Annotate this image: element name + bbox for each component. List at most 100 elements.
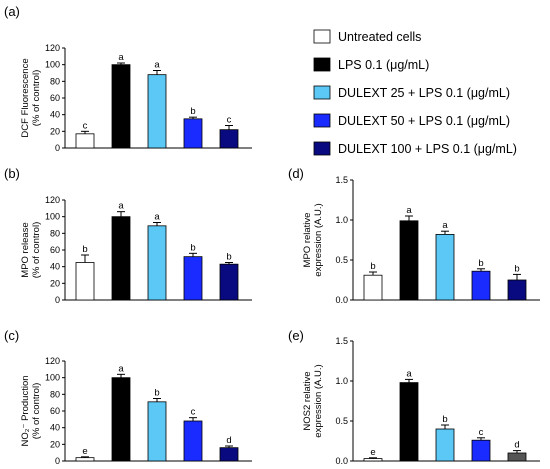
significance-letter: d — [514, 440, 519, 451]
y-tick-label: 40 — [50, 262, 60, 272]
significance-letter: b — [154, 388, 159, 399]
y-tick-label: 40 — [50, 423, 60, 433]
y-tick-label: 20 — [50, 126, 60, 136]
legend-label: DULEXT 100 + LPS 0.1 (μg/mL) — [338, 142, 517, 156]
y-axis-label: (% of control) — [31, 222, 42, 279]
y-axis-label: NO₂⁻ Production — [20, 375, 31, 446]
panel-label: (e) — [288, 328, 304, 343]
y-axis-label: NOS2 relative — [302, 371, 313, 430]
bar — [183, 420, 203, 462]
significance-letter: a — [118, 52, 124, 63]
bar — [471, 439, 491, 462]
y-axis-label: (% of control) — [31, 70, 42, 127]
bar — [435, 428, 455, 462]
significance-letter: b — [442, 414, 447, 425]
y-tick-label: 100 — [45, 373, 60, 383]
bar — [147, 74, 167, 149]
bar — [471, 270, 491, 301]
chart-panel-d: (d) 0.0 0.5 1.0 1.5 MPO relative expression (A… — [288, 166, 540, 305]
y-axis-label: (% of control) — [31, 383, 42, 440]
significance-letter: e — [82, 446, 87, 457]
y-tick-label: 80 — [50, 389, 60, 399]
significance-letter: b — [82, 244, 87, 255]
significance-letter: b — [190, 242, 195, 253]
bar — [75, 262, 95, 301]
bar — [111, 377, 131, 462]
chart-panel-c: (c) 0 20 40 60 80 100 120 NO₂⁻ Production (% of c… — [4, 328, 252, 466]
significance-letter: b — [478, 258, 483, 269]
legend-swatch — [313, 85, 331, 100]
legend-swatch — [313, 113, 331, 128]
y-tick-label: 100 — [45, 60, 60, 70]
legend-label: LPS 0.1 (μg/mL) — [338, 58, 429, 72]
chart-panel-e: (e) 0.0 0.5 1.0 1.5 NOS2 relative expression (… — [288, 328, 540, 466]
bar — [507, 279, 527, 301]
bar — [147, 401, 167, 462]
significance-letter: c — [191, 407, 196, 418]
y-tick-label: 80 — [50, 76, 60, 86]
bar — [183, 118, 203, 149]
y-tick-label: 0.0 — [335, 295, 348, 305]
significance-letter: a — [442, 220, 448, 231]
y-tick-label: 1.5 — [335, 336, 348, 346]
significance-letter: b — [370, 261, 375, 272]
bar — [111, 216, 131, 301]
y-tick-label: 0 — [55, 143, 60, 153]
legend-swatch — [313, 29, 331, 44]
y-tick-label: 1.0 — [335, 215, 348, 225]
y-axis-label: MPO release — [20, 222, 31, 277]
y-axis-label: expression (A.U.) — [313, 203, 324, 276]
panel-label: (d) — [288, 166, 304, 181]
significance-letter: a — [154, 212, 160, 223]
bar — [111, 64, 131, 149]
y-tick-label: 60 — [50, 245, 60, 255]
y-tick-label: 0.5 — [335, 416, 348, 426]
significance-letter: e — [370, 447, 375, 458]
y-tick-label: 120 — [45, 195, 60, 205]
legend-label: DULEXT 25 + LPS 0.1 (μg/mL) — [338, 86, 510, 100]
bar — [399, 220, 419, 301]
significance-letter: c — [479, 427, 484, 438]
bar — [399, 382, 419, 462]
significance-letter: c — [83, 120, 88, 131]
bar — [147, 225, 167, 301]
panel-label: (c) — [4, 328, 19, 343]
significance-letter: b — [190, 106, 195, 117]
significance-letter: a — [154, 60, 160, 71]
significance-letter: a — [118, 363, 124, 374]
chart-panel-b: (b) 0 20 40 60 80 100 120 MPO release (% of contr… — [4, 166, 252, 305]
bar — [219, 447, 239, 462]
bar — [183, 256, 203, 301]
y-tick-label: 0 — [55, 456, 60, 466]
y-tick-label: 60 — [50, 93, 60, 103]
chart-panel-a: (a) 0 20 40 60 80 100 120 DCF Fluorescence (% of … — [4, 4, 252, 153]
bar — [507, 452, 527, 462]
significance-letter: a — [406, 368, 412, 379]
y-axis-label: MPO relative — [302, 213, 313, 268]
bar — [363, 458, 383, 462]
legend-swatch — [313, 57, 331, 72]
bar — [363, 274, 383, 301]
y-tick-label: 80 — [50, 228, 60, 238]
bar — [75, 133, 95, 149]
y-tick-label: 0.0 — [335, 456, 348, 466]
bar — [219, 129, 239, 149]
legend-label: Untreated cells — [338, 30, 421, 44]
y-tick-label: 0.5 — [335, 255, 348, 265]
y-tick-label: 1.5 — [335, 175, 348, 185]
significance-letter: b — [514, 263, 519, 274]
y-tick-label: 0 — [55, 295, 60, 305]
significance-letter: b — [226, 252, 231, 263]
significance-letter: c — [227, 115, 232, 126]
y-tick-label: 120 — [45, 356, 60, 366]
y-tick-label: 1.0 — [335, 376, 348, 386]
significance-letter: a — [118, 201, 124, 212]
legend-label: DULEXT 50 + LPS 0.1 (μg/mL) — [338, 114, 510, 128]
y-axis-label: expression (A.U.) — [313, 364, 324, 437]
significance-letter: d — [226, 435, 231, 446]
y-tick-label: 100 — [45, 212, 60, 222]
y-tick-label: 20 — [50, 278, 60, 288]
bar — [75, 457, 95, 462]
y-tick-label: 120 — [45, 43, 60, 53]
